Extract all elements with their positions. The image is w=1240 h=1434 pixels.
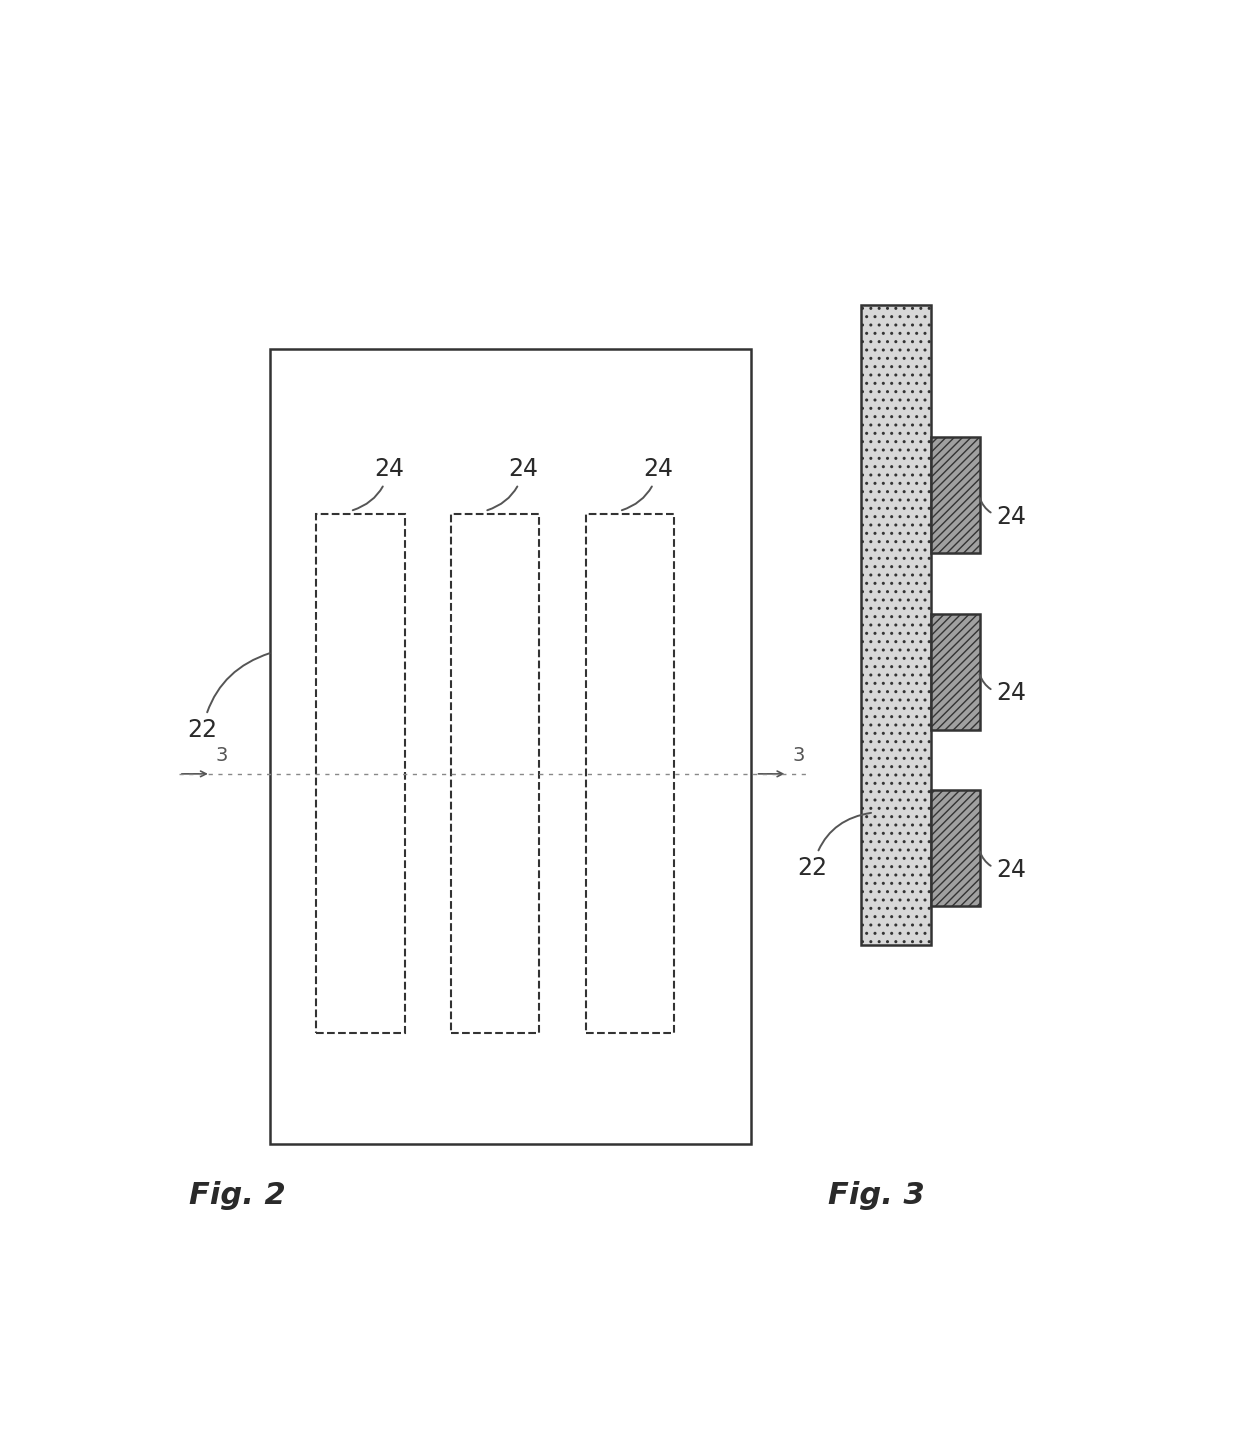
Text: 22: 22 [797, 813, 870, 879]
Text: 24: 24 [980, 674, 1025, 706]
Bar [316, 515, 404, 1034]
Text: 24: 24 [980, 498, 1025, 529]
Text: 3: 3 [792, 746, 805, 764]
Bar [930, 614, 981, 730]
Text: 24: 24 [621, 457, 673, 511]
Text: 24: 24 [487, 457, 538, 511]
Bar [270, 348, 750, 1144]
Bar [930, 790, 981, 906]
Bar [862, 304, 930, 945]
Text: Fig. 3: Fig. 3 [828, 1182, 925, 1210]
Text: 24: 24 [352, 457, 404, 511]
Text: 24: 24 [980, 850, 1025, 882]
Text: Fig. 2: Fig. 2 [188, 1182, 285, 1210]
Bar [451, 515, 539, 1034]
Bar [930, 437, 981, 554]
Text: 22: 22 [187, 654, 269, 741]
Bar [585, 515, 675, 1034]
Text: 3: 3 [216, 746, 228, 764]
